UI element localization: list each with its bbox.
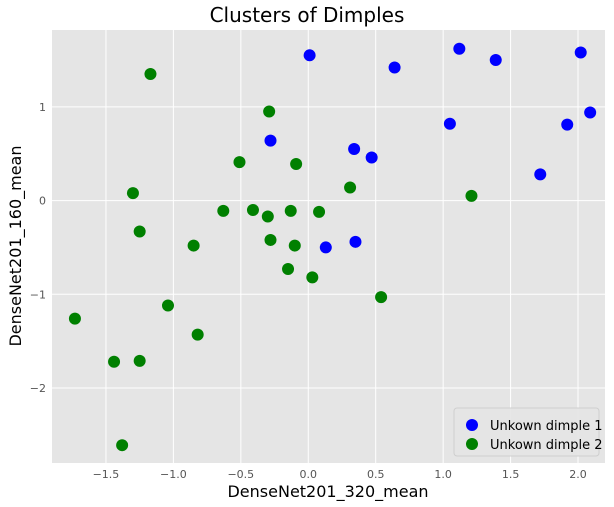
scatter-point-dimple-2 (282, 262, 295, 275)
scatter-point-dimple-2 (233, 156, 246, 169)
scatter-point-dimple-2 (261, 210, 274, 223)
x-tick-label: −0.5 (227, 468, 254, 481)
y-tick-label: −1 (30, 288, 46, 301)
scatter-point-dimple-2 (191, 328, 204, 341)
scatter-point-dimple-1 (349, 235, 362, 248)
scatter-point-dimple-2 (344, 181, 357, 194)
scatter-point-dimple-2 (161, 299, 174, 312)
scatter-point-dimple-1 (534, 168, 547, 181)
scatter-point-dimple-2 (264, 233, 277, 246)
scatter-point-dimple-1 (365, 151, 378, 164)
x-tick-label: −1.5 (93, 468, 120, 481)
y-tick-label: 0 (39, 195, 46, 208)
legend-label-dimple-1: Unkown dimple 1 (490, 419, 603, 434)
scatter-point-dimple-2 (290, 158, 303, 171)
scatter-point-dimple-2 (187, 239, 200, 252)
x-tick-label: 1.5 (502, 468, 520, 481)
scatter-point-dimple-1 (303, 49, 316, 62)
legend-marker-dimple-1 (466, 419, 478, 431)
scatter-point-dimple-2 (144, 68, 157, 81)
scatter-point-dimple-2 (126, 187, 139, 200)
scatter-point-dimple-2 (108, 355, 121, 368)
x-tick-label: 1.0 (434, 468, 452, 481)
x-tick-label: 0.5 (367, 468, 385, 481)
scatter-point-dimple-2 (465, 189, 478, 202)
scatter-point-dimple-2 (116, 439, 129, 452)
scatter-point-dimple-1 (388, 61, 401, 74)
scatter-point-dimple-1 (489, 53, 502, 66)
scatter-point-dimple-1 (319, 241, 332, 254)
scatter-point-dimple-2 (133, 354, 146, 367)
scatter-point-dimple-2 (313, 205, 326, 218)
scatter-point-dimple-2 (133, 225, 146, 238)
x-tick-label: −1.0 (160, 468, 187, 481)
y-tick-label: −2 (30, 382, 46, 395)
chart-title: Clusters of Dimples (210, 3, 405, 27)
scatter-point-dimple-2 (263, 105, 276, 118)
scatter-point-dimple-1 (348, 143, 361, 156)
grid-lines (52, 30, 605, 463)
scatter-point-dimple-2 (217, 204, 230, 217)
legend-label-dimple-2: Unkown dimple 2 (490, 438, 603, 453)
y-tick-labels: 1 0 −1 −2 (30, 101, 46, 395)
legend-box (453, 407, 600, 457)
scatter-point-dimple-2 (375, 291, 388, 304)
scatter-point-dimple-2 (246, 203, 259, 216)
x-tick-labels: −1.5 −1.0 −0.5 0.0 0.5 1.0 1.5 2.0 (93, 468, 587, 481)
scatter-point-dimple-1 (453, 42, 466, 55)
x-axis-label: DenseNet201_320_mean (227, 482, 428, 502)
scatter-point-dimple-2 (306, 271, 319, 284)
legend: Unkown dimple 1 Unkown dimple 2 (453, 407, 603, 457)
scatter-points (68, 42, 597, 452)
scatter-point-dimple-2 (68, 312, 81, 325)
scatter-point-dimple-2 (284, 204, 297, 217)
x-tick-label: 0.0 (300, 468, 318, 481)
scatter-point-dimple-1 (561, 118, 574, 131)
x-tick-label: 2.0 (569, 468, 587, 481)
scatter-point-dimple-1 (443, 117, 456, 130)
scatter-point-dimple-2 (288, 239, 301, 252)
legend-marker-dimple-2 (466, 438, 478, 450)
y-tick-label: 1 (39, 101, 46, 114)
scatter-point-dimple-1 (574, 46, 587, 59)
scatter-point-dimple-1 (584, 106, 597, 119)
scatter-point-dimple-1 (264, 134, 277, 147)
y-axis-label: DenseNet201_160_mean (6, 145, 26, 346)
